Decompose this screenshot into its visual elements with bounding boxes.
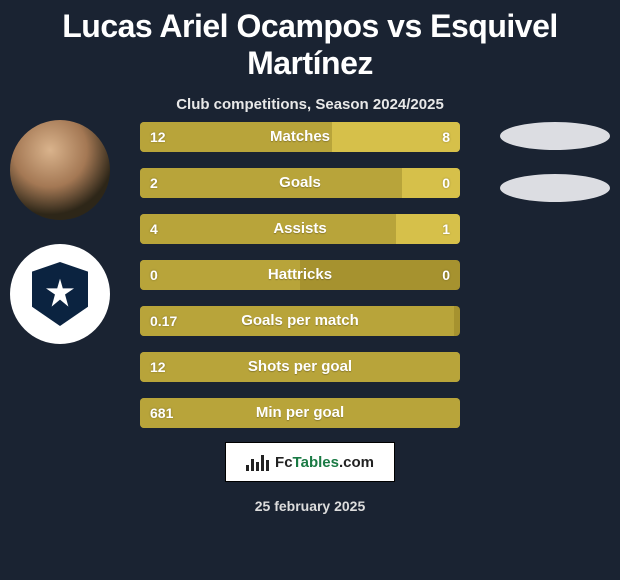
comparison-date: 25 february 2025 — [0, 498, 620, 514]
stat-row: 681Min per goal — [140, 398, 460, 428]
stat-label: Shots per goal — [140, 352, 460, 382]
player-avatar — [10, 120, 110, 220]
stat-label: Assists — [140, 214, 460, 244]
stat-label: Matches — [140, 122, 460, 152]
right-placeholder-column — [500, 122, 620, 226]
stat-row: 41Assists — [140, 214, 460, 244]
logo-text: FcTables.com — [275, 454, 374, 471]
stat-label: Goals per match — [140, 306, 460, 336]
stat-row: 12Shots per goal — [140, 352, 460, 382]
comparison-title: Lucas Ariel Ocampos vs Esquivel Martínez — [0, 0, 620, 82]
stat-label: Hattricks — [140, 260, 460, 290]
stat-label: Goals — [140, 168, 460, 198]
shield-icon — [32, 262, 88, 326]
club-avatar — [10, 244, 110, 344]
stat-row: 00Hattricks — [140, 260, 460, 290]
fctables-logo: FcTables.com — [225, 442, 395, 482]
bars-icon — [246, 453, 269, 471]
avatar-column — [10, 120, 110, 368]
stat-row: 128Matches — [140, 122, 460, 152]
comparison-subtitle: Club competitions, Season 2024/2025 — [0, 96, 620, 113]
stat-row: 0.17Goals per match — [140, 306, 460, 336]
stat-label: Min per goal — [140, 398, 460, 428]
stat-bars: 128Matches 20Goals 41Assists 00Hattricks 0.1… — [140, 122, 460, 444]
stat-row: 20Goals — [140, 168, 460, 198]
placeholder-oval — [500, 122, 610, 150]
placeholder-oval — [500, 174, 610, 202]
